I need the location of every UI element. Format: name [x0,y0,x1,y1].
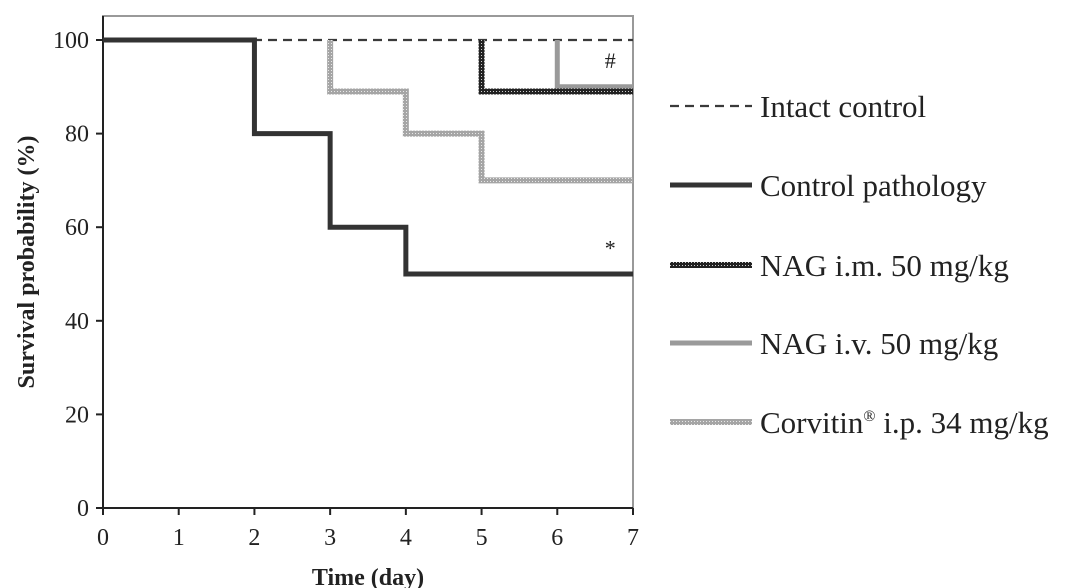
y-axis-title: Survival probability (%) [14,136,40,389]
x-axis-title: Time (day) [312,565,424,588]
legend-label-corvitin: Corvitin® i.p. 34 mg/kg [760,405,1049,440]
y-tick-label: 60 [65,215,89,241]
x-tick-label: 0 [97,525,109,551]
series-line-corvitin [327,40,633,184]
x-tick-label: 1 [173,525,185,551]
series-layer [103,37,633,277]
annotation-layer: #* [605,48,616,260]
legend-label-superscript: ® [863,408,875,425]
legend-label-text: Intact control [760,89,926,124]
y-tick-label: 80 [65,122,89,148]
legend-label-nag-i-m-50-mg-kg: NAG i.m. 50 mg/kg [760,248,1009,283]
x-axis: 0 1 2 3 4 5 6 7 [97,507,639,551]
x-tick-label: 2 [248,525,260,551]
legend-label-text: Control pathology [760,168,987,203]
x-tick-label: 5 [476,525,488,551]
series-line-control-pathology [103,37,633,277]
legend: Intact control Control pathology NAG i.m. … [670,89,1049,440]
legend-label-suffix: i.p. 34 mg/kg [876,405,1049,440]
x-tick-label: 4 [400,525,412,551]
legend-label-nag-i-v-50-mg-kg: NAG i.v. 50 mg/kg [760,326,998,361]
legend-label-text: NAG i.v. 50 mg/kg [760,326,998,361]
y-tick-label: 20 [65,402,89,428]
x-tick-label: 7 [627,525,639,551]
y-axis: 0 20 40 60 80 100 [53,16,104,522]
x-tick-label: 3 [324,525,336,551]
annotation-marker: * [605,235,616,260]
y-tick-label: 40 [65,309,89,335]
series-line-nag-i-v-50-mg-kg [554,40,633,90]
legend-label-text: Corvitin [760,405,864,440]
legend-label-control-pathology: Control pathology [760,168,987,203]
y-tick-label: 0 [77,496,89,522]
legend-label-intact-control: Intact control [760,89,926,124]
y-tick-label: 100 [53,28,89,54]
legend-label-text: NAG i.m. 50 mg/kg [760,248,1009,283]
x-tick-label: 6 [551,525,563,551]
annotation-marker: # [605,48,616,73]
series-line-nag-i-m-50-mg-kg [478,40,633,95]
